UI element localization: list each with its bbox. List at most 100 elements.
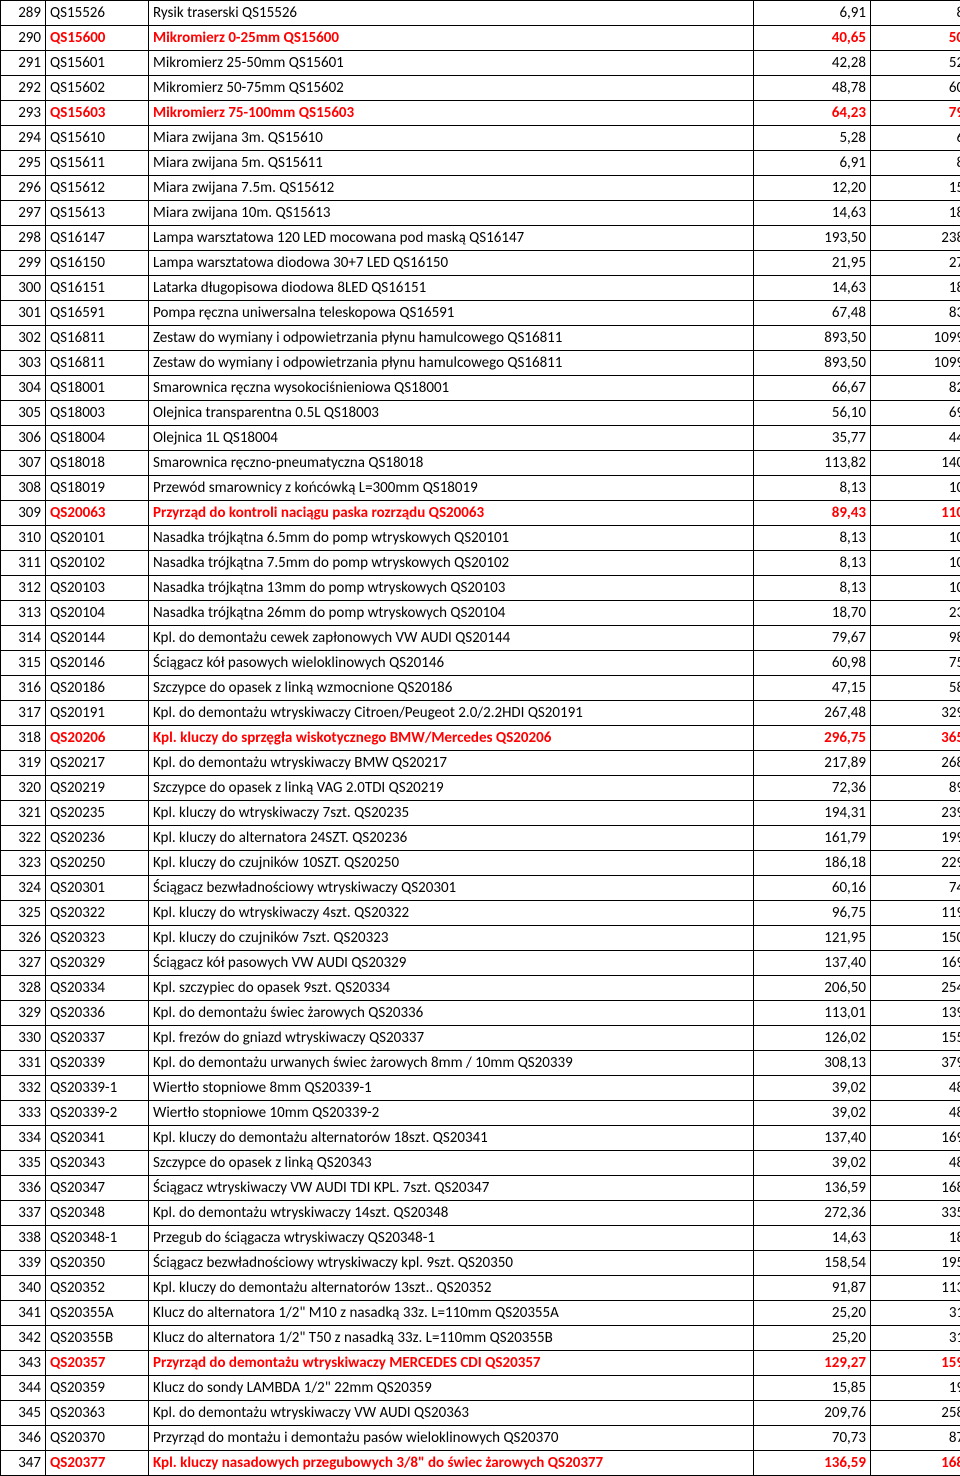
table-row: 334QS20341Kpl. kluczy do demontażu alter… bbox=[1, 1126, 960, 1151]
product-description: Miara zwijana 3m. QS15610 bbox=[149, 126, 754, 151]
price-gross: 15,00 bbox=[871, 176, 960, 201]
price-net: 206,50 bbox=[754, 976, 871, 1001]
row-index: 340 bbox=[1, 1276, 46, 1301]
product-code: QS20370 bbox=[46, 1426, 149, 1451]
product-description: Mikromierz 50-75mm QS15602 bbox=[149, 76, 754, 101]
row-index: 296 bbox=[1, 176, 46, 201]
row-index: 293 bbox=[1, 101, 46, 126]
price-net: 89,43 bbox=[754, 501, 871, 526]
table-row: 315QS20146Ściągacz kół pasowych wielokli… bbox=[1, 651, 960, 676]
price-gross: 83,00 bbox=[871, 301, 960, 326]
price-net: 113,01 bbox=[754, 1001, 871, 1026]
table-row: 329QS20336Kpl. do demontażu świec żarowy… bbox=[1, 1001, 960, 1026]
price-gross: 10,00 bbox=[871, 476, 960, 501]
price-net: 186,18 bbox=[754, 851, 871, 876]
table-row: 327QS20329Ściągacz kół pasowych VW AUDI … bbox=[1, 951, 960, 976]
product-code: QS20348-1 bbox=[46, 1226, 149, 1251]
price-net: 194,31 bbox=[754, 801, 871, 826]
price-net: 893,50 bbox=[754, 351, 871, 376]
product-code: QS18004 bbox=[46, 426, 149, 451]
table-row: 299QS16150Lampa warsztatowa diodowa 30+7… bbox=[1, 251, 960, 276]
product-code: QS20323 bbox=[46, 926, 149, 951]
product-code: QS15613 bbox=[46, 201, 149, 226]
row-index: 297 bbox=[1, 201, 46, 226]
row-index: 319 bbox=[1, 751, 46, 776]
product-description: Mikromierz 75-100mm QS15603 bbox=[149, 101, 754, 126]
product-code: QS20377 bbox=[46, 1451, 149, 1476]
product-description: Kpl. kluczy do wtryskiwaczy 7szt. QS2023… bbox=[149, 801, 754, 826]
product-description: Nasadka trójkątna 13mm do pomp wtryskowy… bbox=[149, 576, 754, 601]
product-description: Pompa ręczna uniwersalna teleskopowa QS1… bbox=[149, 301, 754, 326]
product-description: Latarka długopisowa diodowa 8LED QS16151 bbox=[149, 276, 754, 301]
product-description: Kpl. kluczy nasadowych przegubowych 3/8"… bbox=[149, 1451, 754, 1476]
product-code: QS20301 bbox=[46, 876, 149, 901]
table-row: 295QS15611Miara zwijana 5m. QS156116,918… bbox=[1, 151, 960, 176]
row-index: 311 bbox=[1, 551, 46, 576]
price-gross: 168,00 bbox=[871, 1176, 960, 1201]
row-index: 327 bbox=[1, 951, 46, 976]
price-net: 39,02 bbox=[754, 1076, 871, 1101]
price-gross: 75,00 bbox=[871, 651, 960, 676]
table-row: 304QS18001Smarownica ręczna wysokociśnie… bbox=[1, 376, 960, 401]
price-gross: 139,00 bbox=[871, 1001, 960, 1026]
table-row: 340QS20352Kpl. kluczy do demontażu alter… bbox=[1, 1276, 960, 1301]
table-row: 306QS18004Olejnica 1L QS1800435,7744,00 bbox=[1, 426, 960, 451]
price-gross: 89,00 bbox=[871, 776, 960, 801]
price-net: 18,70 bbox=[754, 601, 871, 626]
price-net: 267,48 bbox=[754, 701, 871, 726]
price-gross: 1099,00 bbox=[871, 326, 960, 351]
row-index: 338 bbox=[1, 1226, 46, 1251]
price-net: 14,63 bbox=[754, 201, 871, 226]
product-code: QS20104 bbox=[46, 601, 149, 626]
price-gross: 169,00 bbox=[871, 951, 960, 976]
price-net: 5,28 bbox=[754, 126, 871, 151]
product-description: Smarownica ręczno-pneumatyczna QS18018 bbox=[149, 451, 754, 476]
product-code: QS16811 bbox=[46, 326, 149, 351]
table-row: 293QS15603Mikromierz 75-100mm QS1560364,… bbox=[1, 101, 960, 126]
product-description: Wiertło stopniowe 10mm QS20339-2 bbox=[149, 1101, 754, 1126]
product-code: QS15610 bbox=[46, 126, 149, 151]
table-row: 335QS20343Szczypce do opasek z linką QS2… bbox=[1, 1151, 960, 1176]
price-net: 64,23 bbox=[754, 101, 871, 126]
product-description: Kpl. do demontażu urwanych świec żarowyc… bbox=[149, 1051, 754, 1076]
row-index: 313 bbox=[1, 601, 46, 626]
table-row: 307QS18018Smarownica ręczno-pneumatyczna… bbox=[1, 451, 960, 476]
price-net: 272,36 bbox=[754, 1201, 871, 1226]
price-gross: 119,00 bbox=[871, 901, 960, 926]
row-index: 325 bbox=[1, 901, 46, 926]
table-row: 331QS20339Kpl. do demontażu urwanych świ… bbox=[1, 1051, 960, 1076]
product-description: Ściągacz kół pasowych wieloklinowych QS2… bbox=[149, 651, 754, 676]
price-gross: 365,00 bbox=[871, 726, 960, 751]
table-row: 300QS16151Latarka długopisowa diodowa 8L… bbox=[1, 276, 960, 301]
table-row: 291QS15601Mikromierz 25-50mm QS1560142,2… bbox=[1, 51, 960, 76]
table-row: 316QS20186Szczypce do opasek z linką wzm… bbox=[1, 676, 960, 701]
table-row: 339QS20350Ściągacz bezwładnościowy wtrys… bbox=[1, 1251, 960, 1276]
row-index: 330 bbox=[1, 1026, 46, 1051]
price-net: 40,65 bbox=[754, 26, 871, 51]
price-net: 60,16 bbox=[754, 876, 871, 901]
row-index: 314 bbox=[1, 626, 46, 651]
price-net: 15,85 bbox=[754, 1376, 871, 1401]
row-index: 332 bbox=[1, 1076, 46, 1101]
product-description: Rysik traserski QS15526 bbox=[149, 1, 754, 26]
product-code: QS20339-2 bbox=[46, 1101, 149, 1126]
price-gross: 48,00 bbox=[871, 1101, 960, 1126]
row-index: 335 bbox=[1, 1151, 46, 1176]
price-net: 121,95 bbox=[754, 926, 871, 951]
price-net: 126,02 bbox=[754, 1026, 871, 1051]
table-row: 290QS15600Mikromierz 0-25mm QS1560040,65… bbox=[1, 26, 960, 51]
table-row: 330QS20337Kpl. frezów do gniazd wtryskiw… bbox=[1, 1026, 960, 1051]
product-code: QS20217 bbox=[46, 751, 149, 776]
product-description: Miara zwijana 7.5m. QS15612 bbox=[149, 176, 754, 201]
table-row: 323QS20250Kpl. kluczy do czujników 10SZT… bbox=[1, 851, 960, 876]
product-code: QS18018 bbox=[46, 451, 149, 476]
product-code: QS16151 bbox=[46, 276, 149, 301]
price-gross: 50,00 bbox=[871, 26, 960, 51]
product-code: QS15603 bbox=[46, 101, 149, 126]
product-code: QS20146 bbox=[46, 651, 149, 676]
product-code: QS15601 bbox=[46, 51, 149, 76]
product-code: QS20250 bbox=[46, 851, 149, 876]
table-row: 318QS20206Kpl. kluczy do sprzęgła wiskot… bbox=[1, 726, 960, 751]
price-gross: 10,00 bbox=[871, 576, 960, 601]
price-net: 136,59 bbox=[754, 1176, 871, 1201]
